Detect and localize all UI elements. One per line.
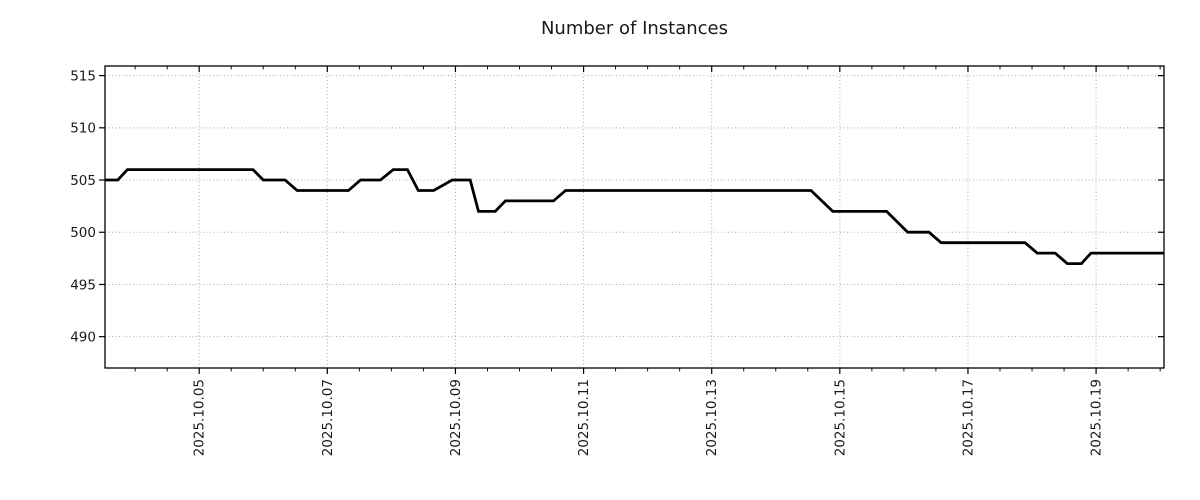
chart-title: Number of Instances (540, 18, 729, 39)
x-tick-label: 2025.10.17 (960, 379, 976, 456)
data-line (105, 168, 1164, 266)
plot-border (104, 65, 1165, 369)
y-tick-label: 515 (70, 68, 96, 84)
x-tick-label: 2025.10.13 (704, 379, 720, 456)
x-tick-label: 2025.10.19 (1089, 379, 1105, 456)
x-tick-label: 2025.10.09 (448, 379, 464, 456)
y-tick-label: 490 (70, 329, 96, 345)
y-tick-label: 505 (70, 173, 96, 189)
y-tick-label: 495 (70, 277, 96, 293)
x-tick-label: 2025.10.11 (576, 379, 592, 456)
x-tick-label: 2025.10.05 (192, 379, 208, 456)
x-tick-label: 2025.10.07 (320, 379, 336, 456)
x-tick-label: 2025.10.15 (832, 379, 848, 456)
y-tick-label: 500 (70, 225, 96, 241)
y-tick-label: 510 (70, 121, 96, 137)
